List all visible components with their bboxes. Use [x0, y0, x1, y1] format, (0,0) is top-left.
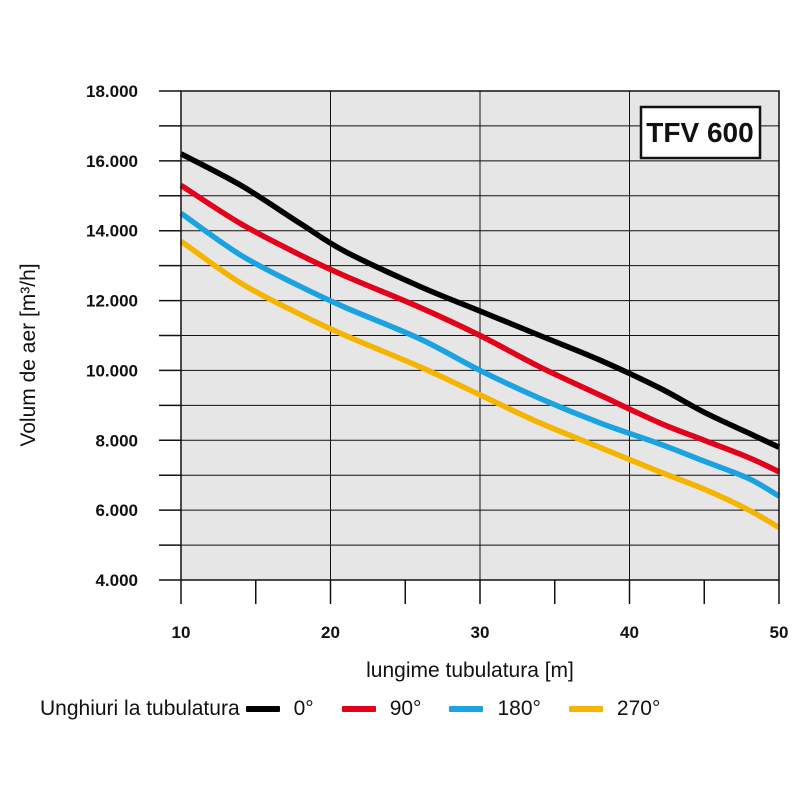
- legend-item-0: 0°: [245, 697, 314, 721]
- y-tick-label: 16.000: [86, 152, 138, 171]
- legend-label: 180°: [497, 697, 541, 720]
- chart-title-box: TFV 600: [639, 105, 762, 160]
- legend-item-270: 270°: [568, 697, 661, 721]
- x-tick-label: 50: [770, 623, 789, 642]
- y-tick-label: 14.000: [86, 222, 138, 241]
- series-line-180deg: [179, 210, 781, 499]
- legend-swatch: [568, 706, 603, 712]
- series-line-0deg: [179, 151, 781, 450]
- y-tick-label: 18.000: [86, 82, 138, 101]
- y-tick-label: 4.000: [95, 571, 138, 590]
- y-tick-label: 6.000: [95, 501, 138, 520]
- legend-item-90: 90°: [341, 697, 422, 721]
- chart-title: TFV 600: [646, 117, 753, 148]
- legend-item-180: 180°: [449, 697, 541, 721]
- x-tick-label: 30: [471, 623, 490, 642]
- legend-label: 0°: [293, 697, 314, 720]
- legend-label: 270°: [616, 697, 661, 720]
- legend: Unghiuri la tubulatura 0° 90° 180° 270°: [40, 697, 688, 721]
- y-axis-label: Volum de aer [m³/h]: [17, 263, 40, 446]
- y-tick-label: 12.000: [86, 292, 138, 311]
- legend-title: Unghiuri la tubulatura: [40, 697, 240, 720]
- axes: 4.000 6.000 8.000 10.000 12.000 14.000 16.000 1…: [86, 82, 788, 642]
- series-line-90deg: [179, 182, 781, 475]
- legend-swatch: [245, 706, 280, 712]
- x-tick-label: 20: [321, 623, 340, 642]
- y-tick-label: 8.000: [95, 431, 138, 450]
- legend-swatch: [341, 706, 376, 712]
- series-line-270deg: [179, 238, 781, 530]
- y-tick-label: 10.000: [86, 361, 138, 380]
- x-tick-label: 40: [620, 623, 639, 642]
- x-axis-label: lungime tubulatura [m]: [366, 659, 574, 682]
- series-lines: [179, 151, 781, 530]
- legend-label: 90°: [389, 697, 422, 720]
- x-tick-label: 10: [172, 623, 191, 642]
- legend-swatch: [449, 706, 484, 712]
